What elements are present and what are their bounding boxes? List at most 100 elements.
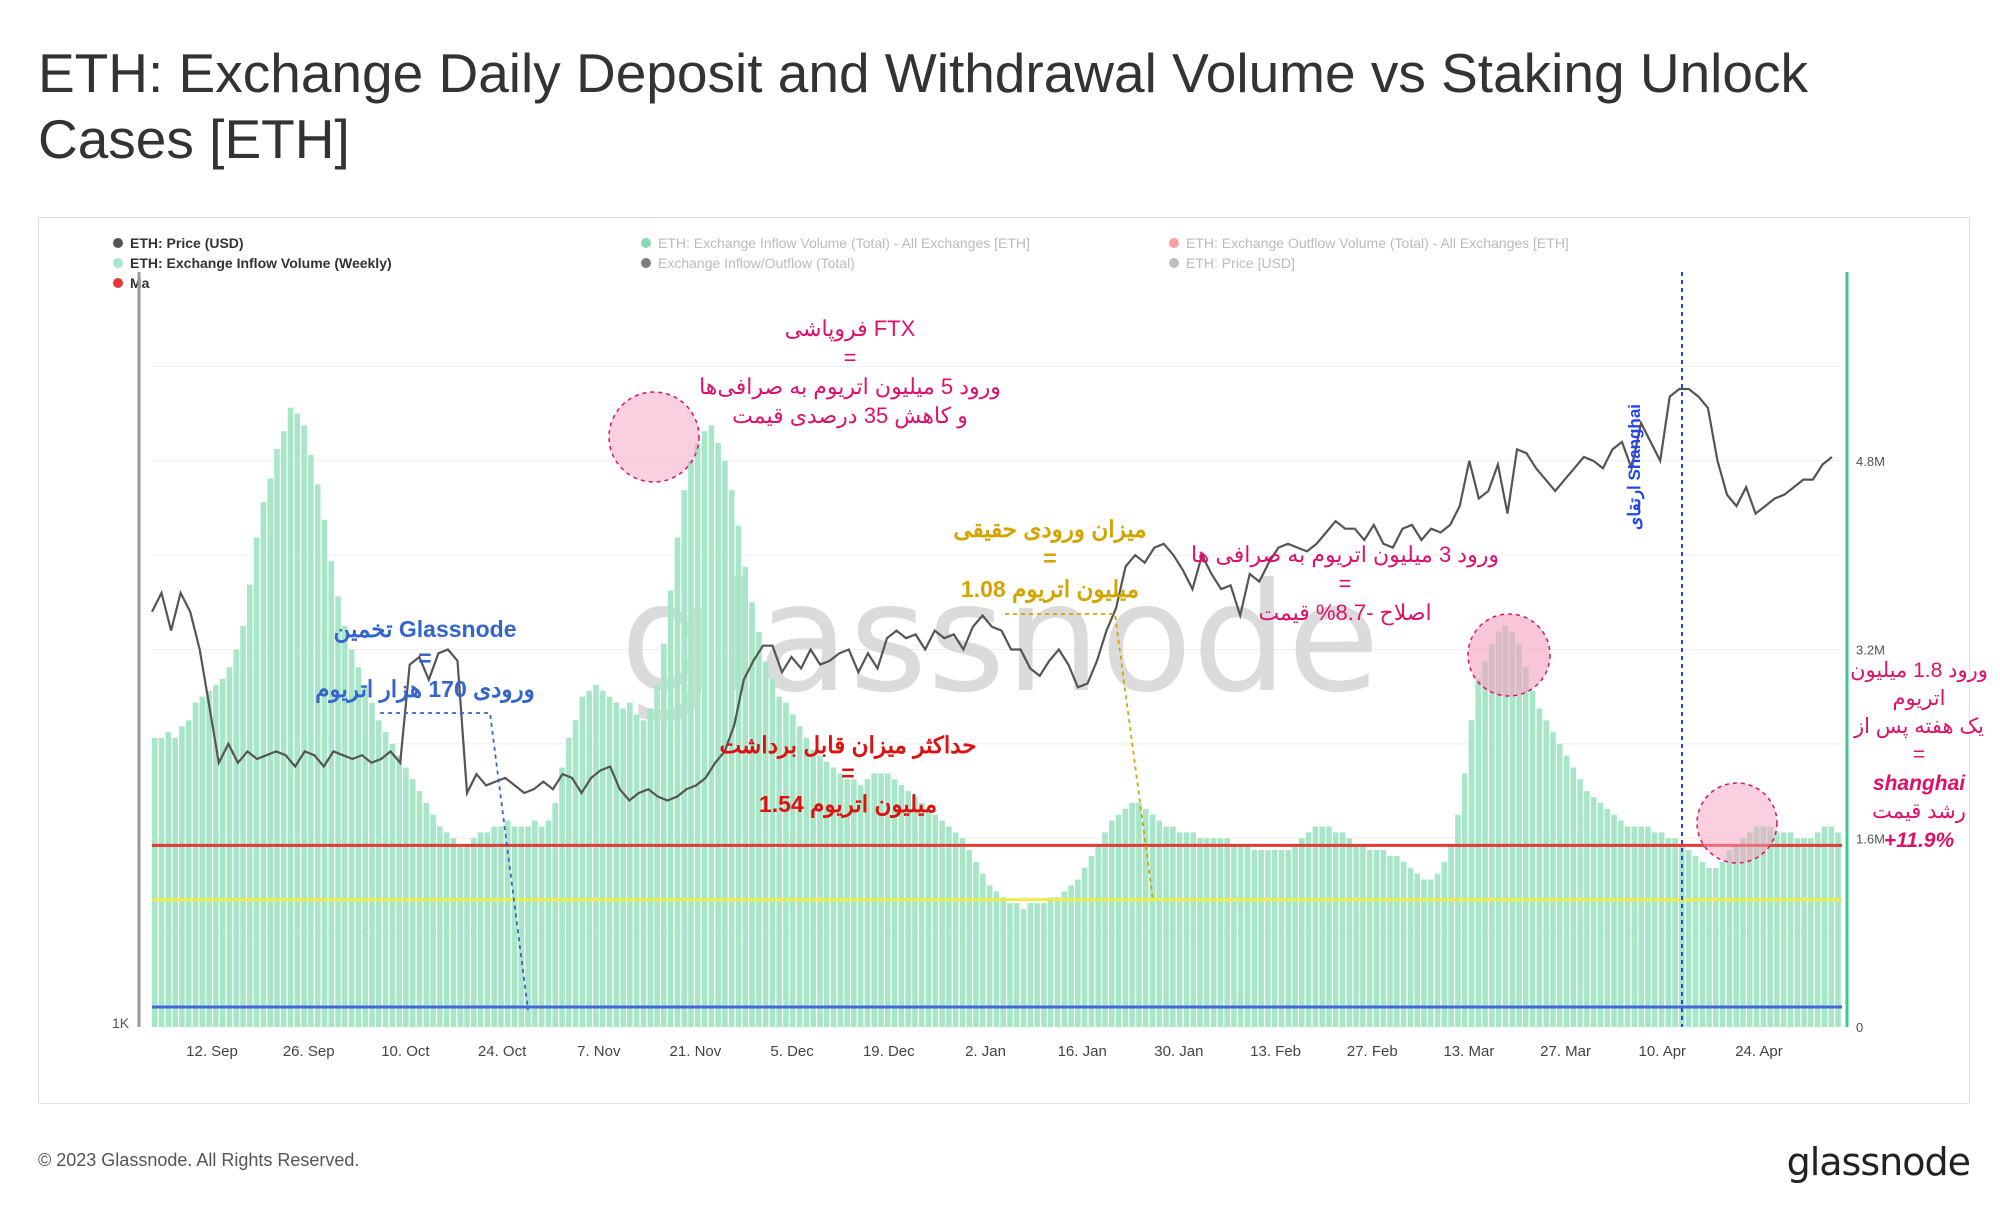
inflow-bar <box>1271 850 1278 1027</box>
inflow-bar <box>1095 844 1101 1027</box>
inflow-bar <box>1794 838 1801 1027</box>
ftx-peak-circle <box>608 391 700 483</box>
actual-annotation: میزان ورودی حقیقی = 1.08 میلیون اتریوم <box>953 516 1146 604</box>
inflow-bar <box>1407 867 1414 1027</box>
svg-text:میزان ورودی حقیقی: میزان ورودی حقیقی <box>953 516 1146 544</box>
inflow-bar <box>925 808 932 1027</box>
svg-text:تخمین Glassnode: تخمین Glassnode <box>334 616 517 644</box>
inflow-bar <box>464 844 470 1027</box>
inflow-bar <box>1577 779 1583 1027</box>
inflow-bar <box>1651 832 1658 1027</box>
april-peak-circle <box>1696 782 1778 864</box>
inflow-bar <box>1007 903 1013 1027</box>
inflow-bar <box>633 714 640 1027</box>
svg-text:=: = <box>1043 545 1056 571</box>
inflow-bar <box>722 460 728 1027</box>
inflow-bar <box>545 820 552 1027</box>
inflow-bar <box>1516 643 1522 1027</box>
inflow-bar <box>1299 838 1305 1027</box>
inflow-bar <box>321 519 328 1027</box>
inflow-bar <box>1434 873 1441 1027</box>
inflow-bar <box>559 767 565 1027</box>
inflow-bar <box>1265 850 1271 1027</box>
inflow-bar <box>1570 767 1577 1027</box>
inflow-bar <box>491 826 497 1027</box>
inflow-bar <box>1129 802 1135 1027</box>
inflow-bar <box>654 684 660 1027</box>
legend-item[interactable]: ETH: Exchange Outflow Volume (Total) - A… <box>1186 235 1569 251</box>
right-tick-label: 3.2M <box>1856 643 1885 658</box>
inflow-bar <box>1509 631 1516 1027</box>
inflow-bar <box>1556 743 1563 1028</box>
legend-item[interactable]: ETH: Exchange Inflow Volume (Total) - Al… <box>658 235 1030 251</box>
inflow-bar <box>423 802 430 1027</box>
svg-text:حداکثر میزان قابل برداشت: حداکثر میزان قابل برداشت <box>719 732 976 760</box>
inflow-bar <box>1489 643 1495 1027</box>
inflow-bar <box>1285 850 1292 1027</box>
inflow-bar <box>1427 879 1434 1027</box>
inflow-bar <box>1604 808 1611 1027</box>
inflow-bar <box>471 838 477 1027</box>
legend-item[interactable]: Exchange Inflow/Outflow (Total) <box>658 255 855 271</box>
inflow-bar <box>1821 826 1828 1027</box>
inflow-bar <box>769 678 776 1027</box>
inflow-bar <box>362 684 368 1027</box>
inflow-bar <box>1149 814 1156 1027</box>
inflow-bar <box>1543 720 1549 1027</box>
glassnode-logo: glassnode <box>1786 1140 1971 1184</box>
svg-text:=: = <box>841 760 854 786</box>
inflow-bar <box>1108 820 1115 1027</box>
x-tick-label: 16. Jan <box>1058 1043 1107 1060</box>
inflow-bar <box>1808 838 1814 1027</box>
inflow-bar <box>335 596 341 1027</box>
inflow-bar <box>172 737 178 1027</box>
svg-text:1.54 میلیون اتریوم: 1.54 میلیون اتریوم <box>759 791 937 819</box>
inflow-bar <box>240 625 246 1027</box>
inflow-bar <box>1366 850 1373 1027</box>
legend-marker <box>641 238 651 248</box>
inflow-bar <box>674 537 681 1027</box>
right-tick-label: 4.8M <box>1856 454 1885 469</box>
inflow-bar <box>403 767 409 1027</box>
legend-item[interactable]: ETH: Price [USD] <box>1186 255 1295 271</box>
inflow-bar <box>233 649 240 1027</box>
inflow-bar <box>1658 832 1665 1027</box>
inflow-bar <box>823 761 830 1027</box>
inflow-bar <box>1719 861 1726 1027</box>
inflow-bar <box>1584 791 1590 1027</box>
legend-marker <box>113 278 123 288</box>
inflow-bar <box>1529 690 1536 1027</box>
inflow-bar <box>1088 855 1095 1027</box>
inflow-bar <box>966 850 973 1027</box>
inflow-bar <box>959 838 966 1027</box>
inflow-bar <box>1611 814 1617 1027</box>
inflow-bar <box>369 702 375 1027</box>
inflow-bar <box>443 832 450 1027</box>
inflow-bar <box>1332 832 1339 1027</box>
inflow-bar <box>803 737 810 1027</box>
inflow-bar <box>1394 855 1400 1027</box>
svg-text:+11.9%: +11.9% <box>1884 829 1955 852</box>
inflow-bar <box>1353 844 1359 1027</box>
legend-marker <box>113 238 123 248</box>
inflow-bar <box>450 838 457 1027</box>
inflow-bar <box>504 820 511 1027</box>
inflow-bar <box>538 826 545 1027</box>
inflow-bar <box>1618 820 1624 1027</box>
inflow-bar <box>192 702 199 1027</box>
inflow-bar <box>749 602 755 1027</box>
legend-item[interactable]: ETH: Price (USD) <box>130 235 244 251</box>
inflow-bar <box>1054 897 1061 1027</box>
legend-item[interactable]: ETH: Exchange Inflow Volume (Weekly) <box>130 255 392 271</box>
inflow-bar <box>1746 832 1753 1027</box>
inflow-bar <box>681 490 687 1027</box>
svg-text:و کاهش 35 درصدی قیمت: و کاهش 35 درصدی قیمت <box>732 403 968 429</box>
inflow-bar <box>518 826 525 1027</box>
inflow-bar <box>396 755 402 1027</box>
svg-text:فروپاشی FTX: فروپاشی FTX <box>785 316 916 342</box>
inflow-bar <box>1835 832 1841 1027</box>
inflow-bar <box>179 726 185 1027</box>
svg-text:shanghai: shanghai <box>1873 772 1966 795</box>
inflow-bar <box>1319 826 1325 1027</box>
